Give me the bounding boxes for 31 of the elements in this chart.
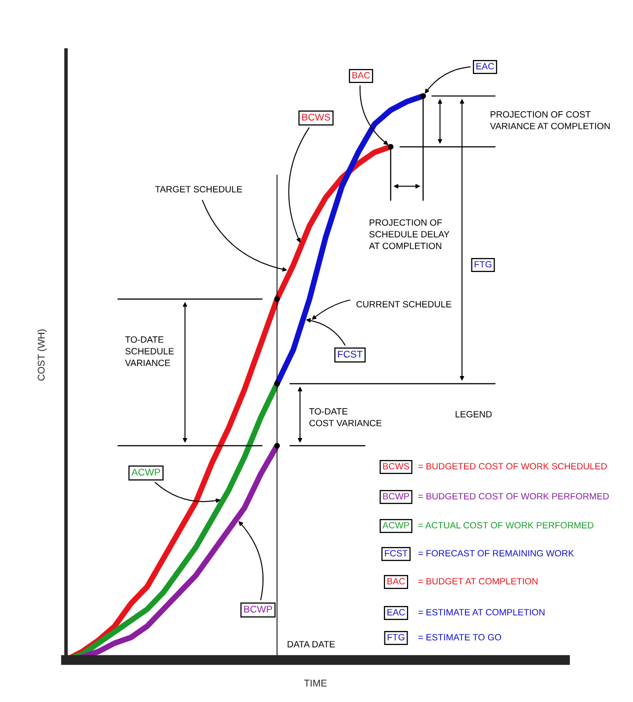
- annotation: PROJECTION OF SCHEDULE DELAY AT COMPLETION: [369, 219, 450, 250]
- text: BCWS: [302, 114, 330, 121]
- annotation: FTG: [388, 634, 404, 640]
- y-axis-title: COST (WH): [37, 330, 47, 381]
- annotation: LEGEND: [456, 411, 492, 418]
- text: ACWP: [131, 468, 160, 476]
- annotation: BAC: [387, 578, 405, 584]
- text: BAC: [352, 72, 370, 78]
- annotation: TO-DATE SCHEDULE VARIANCE: [125, 336, 174, 366]
- annotation: DATA DATE: [288, 641, 335, 648]
- annotation: = BUDGETED COST OF WORK SCHEDULED: [418, 463, 607, 470]
- text: BCWP: [244, 606, 272, 613]
- annotation: = BUDGETED COST OF WORK PERFORMED: [418, 493, 609, 500]
- annotation: = FORECAST OF REMAINING WORK: [418, 550, 574, 556]
- annotation: TARGET SCHEDULE: [155, 186, 242, 192]
- annotation: BCWP: [383, 493, 410, 500]
- annotation: FCST: [384, 550, 408, 556]
- annotation: = ACTUAL COST OF WORK PERFORMED: [418, 522, 594, 528]
- annotation: CURRENT SCHEDULE: [356, 301, 452, 308]
- annotation: = BUDGET AT COMPLETION: [418, 578, 538, 584]
- annotation: = ESTIMATE AT COMPLETION: [418, 609, 544, 616]
- annotation: BCWS: [383, 463, 410, 470]
- annotation: TO-DATE COST VARIANCE: [309, 408, 382, 426]
- annotation: FTG: [474, 261, 492, 268]
- annotation: = ESTIMATE TO GO: [418, 634, 502, 640]
- text: FCST: [338, 350, 362, 358]
- text: EAC: [476, 63, 494, 70]
- annotation: ACWP: [382, 522, 410, 528]
- annotation: EAC: [387, 609, 405, 616]
- x-axis-title: TIME: [304, 680, 327, 686]
- annotation: PROJECTION OF COST VARIANCE AT COMPLETION: [490, 111, 610, 130]
